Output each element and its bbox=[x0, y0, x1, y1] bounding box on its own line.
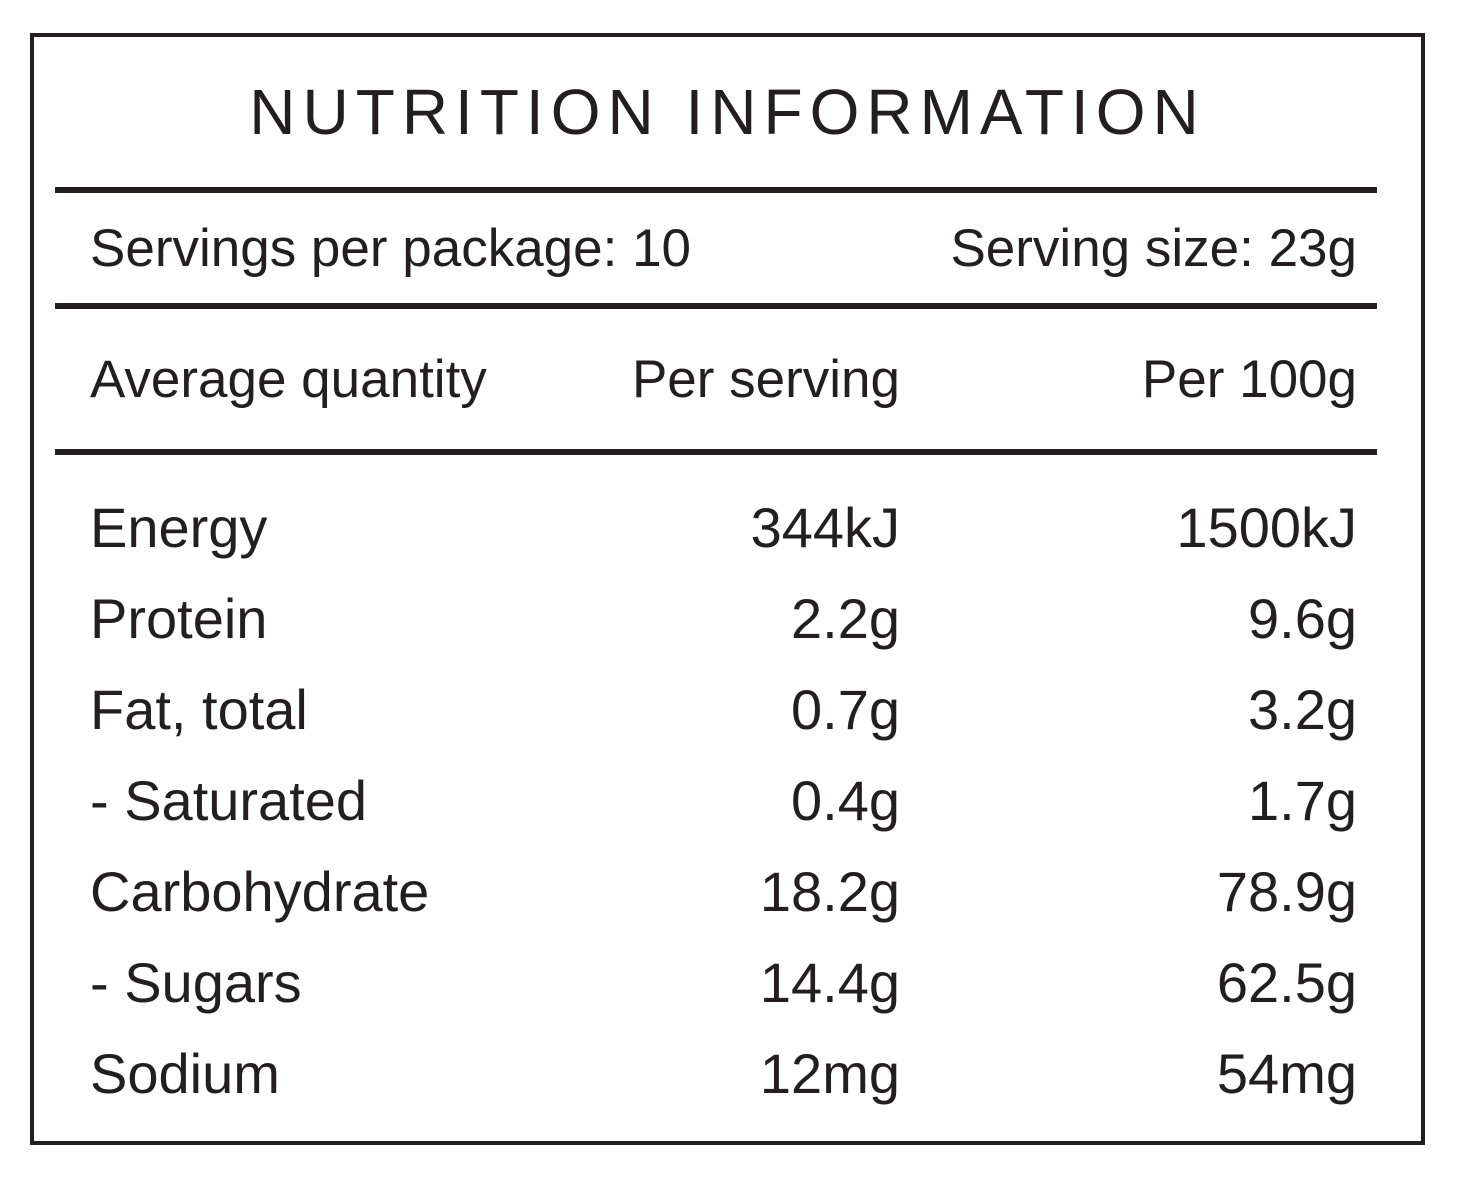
table-row-sugars: - Sugars 14.4g 62.5g bbox=[34, 937, 1421, 1028]
row-per-serving-value: 344kJ bbox=[750, 495, 900, 559]
column-header-per-serving: Per serving bbox=[631, 349, 900, 409]
column-header-average-quantity: Average quantity bbox=[90, 349, 487, 409]
table-row-fat-total: Fat, total 0.7g 3.2g bbox=[34, 664, 1421, 755]
row-label: - Sugars bbox=[90, 950, 302, 1014]
nutrition-table-body: Energy 344kJ 1500kJ Protein 2.2g 9.6g Fa… bbox=[34, 455, 1421, 1119]
serving-size: Serving size: 23g bbox=[950, 218, 1357, 278]
row-label: Energy bbox=[90, 495, 268, 559]
table-row-energy: Energy 344kJ 1500kJ bbox=[34, 482, 1421, 573]
row-label: Fat, total bbox=[90, 677, 308, 741]
row-per-serving-value: 0.4g bbox=[791, 768, 900, 832]
row-per-100g-value: 9.6g bbox=[1248, 586, 1357, 650]
row-per-100g-value: 62.5g bbox=[1216, 950, 1357, 1014]
divider-servings bbox=[55, 303, 1377, 309]
row-per-100g-value: 3.2g bbox=[1248, 677, 1357, 741]
divider-top bbox=[55, 187, 1377, 193]
row-per-serving-value: 0.7g bbox=[791, 677, 900, 741]
divider-header bbox=[55, 449, 1377, 455]
table-header-row: Average quantity Per serving Per 100g bbox=[34, 309, 1421, 449]
row-per-serving-value: 2.2g bbox=[791, 586, 900, 650]
row-per-100g-value: 1.7g bbox=[1248, 768, 1357, 832]
row-label: - Saturated bbox=[90, 768, 368, 832]
row-label: Sodium bbox=[90, 1041, 280, 1105]
row-per-serving-value: 18.2g bbox=[759, 859, 900, 923]
nutrition-label-panel: NUTRITION INFORMATION Servings per packa… bbox=[30, 33, 1425, 1145]
row-per-serving-value: 14.4g bbox=[759, 950, 900, 1014]
servings-row: Servings per package: 10 Serving size: 2… bbox=[34, 193, 1421, 303]
table-row-carbohydrate: Carbohydrate 18.2g 78.9g bbox=[34, 846, 1421, 937]
row-per-100g-value: 54mg bbox=[1216, 1041, 1357, 1105]
page-title: NUTRITION INFORMATION bbox=[249, 76, 1206, 148]
table-row-saturated-fat: - Saturated 0.4g 1.7g bbox=[34, 755, 1421, 846]
row-per-serving-value: 12mg bbox=[759, 1041, 900, 1105]
row-per-100g-value: 1500kJ bbox=[1176, 495, 1357, 559]
row-per-100g-value: 78.9g bbox=[1216, 859, 1357, 923]
row-label: Protein bbox=[90, 586, 268, 650]
servings-per-package: Servings per package: 10 bbox=[90, 218, 692, 278]
column-header-per-100g: Per 100g bbox=[1141, 349, 1357, 409]
row-label: Carbohydrate bbox=[90, 859, 430, 923]
table-row-sodium: Sodium 12mg 54mg bbox=[34, 1028, 1421, 1119]
title-section: NUTRITION INFORMATION bbox=[34, 37, 1421, 187]
table-row-protein: Protein 2.2g 9.6g bbox=[34, 573, 1421, 664]
